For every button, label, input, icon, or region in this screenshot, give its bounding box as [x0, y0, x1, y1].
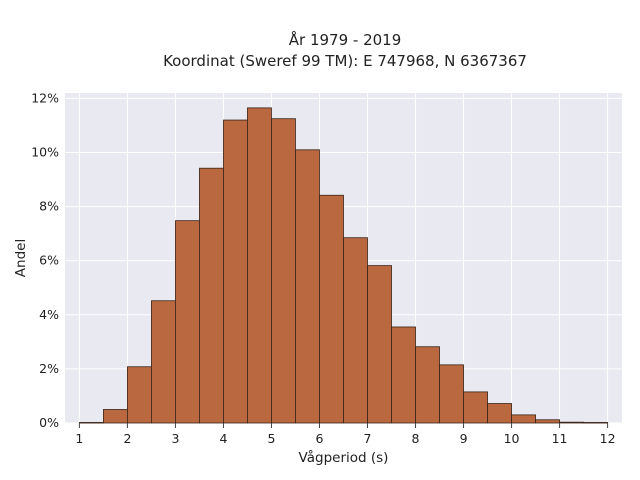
- histogram-bar: [319, 194, 344, 424]
- x-tick-label: 7: [364, 431, 372, 446]
- histogram-bar: [175, 220, 200, 424]
- histogram-bar: [487, 403, 512, 424]
- histogram-bar: [415, 346, 440, 424]
- histogram-bar: [223, 119, 248, 424]
- x-tick-label: 2: [123, 431, 131, 446]
- histogram-bar: [127, 366, 152, 424]
- y-axis-label: Andel: [13, 239, 29, 277]
- y-tick-label: 2%: [39, 361, 59, 376]
- chart-subtitle: Koordinat (Sweref 99 TM): E 747968, N 63…: [163, 52, 527, 70]
- x-tick-label: 9: [460, 431, 468, 446]
- x-axis-ticks: 1 2 3 4 5 6 7 8 9 10 11 12: [75, 423, 616, 446]
- histogram-bar: [271, 118, 296, 424]
- histogram-bar: [535, 419, 560, 424]
- y-tick-label: 12%: [31, 90, 59, 105]
- histogram-bar: [79, 422, 104, 424]
- x-tick-label: 4: [219, 431, 227, 446]
- histogram-bar: [367, 265, 392, 424]
- x-tick-label: 1: [75, 431, 83, 446]
- histogram-bar: [103, 409, 128, 424]
- x-tick-label: 12: [600, 431, 616, 446]
- x-tick-label: 11: [552, 431, 568, 446]
- x-tick-label: 8: [412, 431, 420, 446]
- histogram-bar: [391, 326, 416, 424]
- x-tick-label: 5: [267, 431, 275, 446]
- histogram-bar: [439, 364, 464, 424]
- histogram-bar: [151, 300, 176, 424]
- histogram-bar: [343, 237, 368, 424]
- x-tick-label: 6: [316, 431, 324, 446]
- histogram-bar: [199, 167, 224, 424]
- x-axis-label: Vågperiod (s): [299, 449, 389, 466]
- y-tick-label: 6%: [39, 253, 59, 268]
- y-tick-label: 8%: [39, 199, 59, 214]
- y-tick-label: 4%: [39, 307, 59, 322]
- chart-title: År 1979 - 2019: [289, 30, 402, 49]
- histogram-bar: [463, 391, 488, 424]
- histogram-bar: [511, 414, 536, 424]
- y-axis-ticks: 0% 2% 4% 6% 8% 10% 12%: [31, 90, 59, 430]
- histogram-bar: [559, 421, 584, 424]
- histogram-bar: [583, 422, 608, 424]
- y-tick-label: 10%: [31, 145, 59, 160]
- histogram-bar: [247, 107, 272, 424]
- x-tick-label: 10: [504, 431, 520, 446]
- y-tick-label: 0%: [39, 415, 59, 430]
- bars: [79, 107, 608, 424]
- histogram-bar: [295, 149, 320, 424]
- x-tick-label: 3: [171, 431, 179, 446]
